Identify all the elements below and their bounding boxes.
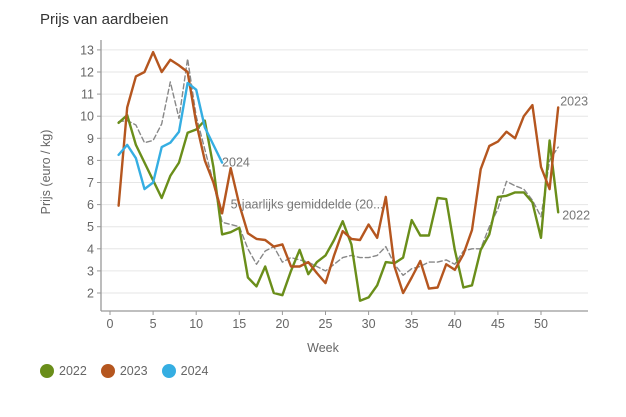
y-tick-label: 4 (87, 242, 94, 256)
x-tick-label: 35 (405, 317, 419, 331)
x-tick-label: 10 (189, 317, 203, 331)
y-tick-label: 11 (81, 88, 94, 102)
legend-swatch-2022 (40, 364, 54, 378)
y-tick-label: 3 (87, 264, 94, 278)
y-tick-label: 7 (87, 176, 94, 190)
legend-swatch-2023 (100, 364, 115, 378)
y-tick-label: 8 (87, 154, 94, 168)
y-tick-label: 9 (87, 132, 94, 146)
x-tick-label: 25 (319, 317, 333, 331)
x-tick-label: 5 (150, 317, 157, 331)
x-tick-label: 30 (362, 317, 376, 331)
series-label-2024: 2024 (222, 156, 250, 170)
x-tick-label: 20 (275, 317, 289, 331)
legend-label-2023: 2023 (119, 364, 148, 378)
x-tick-label: 15 (232, 317, 246, 331)
x-axis-title: Week (307, 341, 339, 355)
legend-label-2024: 2024 (180, 364, 209, 378)
y-tick-label: 10 (80, 110, 94, 124)
x-tick-label: 40 (448, 317, 462, 331)
y-tick-label: 5 (87, 220, 94, 234)
series-label-2022: 2022 (562, 208, 590, 222)
x-tick-label: 0 (107, 317, 114, 331)
legend-label-2022: 2022 (59, 364, 87, 378)
y-axis-title: Prijs (euro / kg) (39, 130, 53, 215)
series-label-2023: 2023 (560, 94, 588, 108)
legend-item-2024[interactable]: 2024 (161, 364, 209, 378)
x-tick-label: 45 (491, 317, 505, 331)
series-line-2023[interactable] (117, 50, 560, 295)
y-tick-label: 13 (80, 43, 94, 57)
legend-item-2023[interactable]: 2023 (100, 364, 148, 378)
chart-title: Prijs van aardbeien (40, 11, 169, 28)
series-line-2024[interactable] (117, 81, 224, 191)
legend: 2022 2023 2024 (40, 364, 208, 378)
series-labels: 2022 2023 2024 5-jaarlijks gemiddelde (20..… (222, 94, 590, 222)
legend-item-2022[interactable]: 2022 (40, 364, 87, 378)
y-tick-label: 6 (87, 198, 94, 212)
series-line-2022[interactable] (117, 113, 560, 302)
x-tick-label: 50 (534, 317, 548, 331)
legend-swatch-2024 (161, 364, 176, 378)
y-tick-label: 2 (87, 287, 94, 301)
series-label-average: 5-jaarlijks gemiddelde (20... (231, 198, 384, 212)
series-lines (117, 50, 560, 302)
y-tick-label: 12 (80, 66, 94, 80)
